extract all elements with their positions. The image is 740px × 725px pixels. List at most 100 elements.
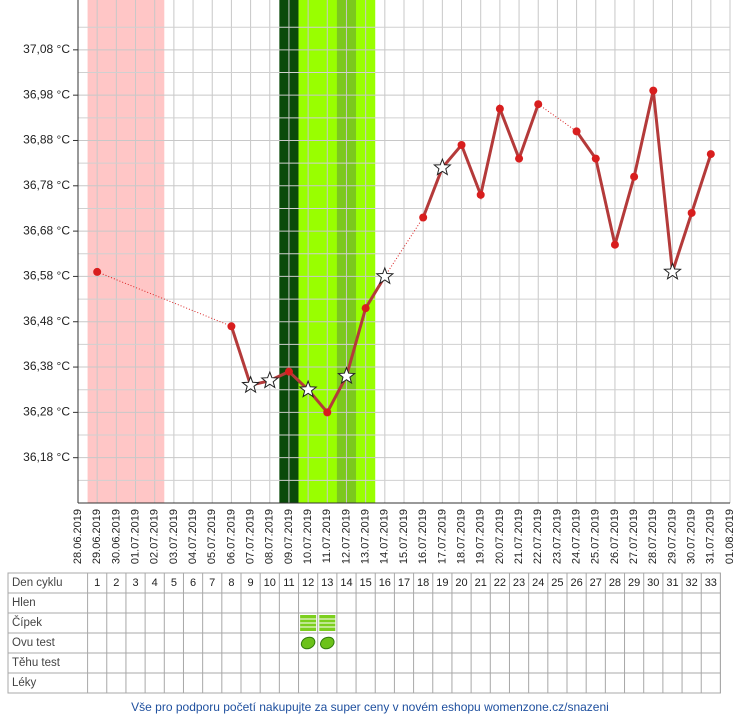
row-label: Den cyklu	[12, 577, 63, 589]
x-tick-label: 13.07.2019	[360, 509, 372, 564]
data-point	[361, 304, 370, 313]
star-point	[260, 370, 280, 389]
row-label: Ovu test	[12, 637, 56, 649]
table-row	[7, 592, 721, 614]
data-point	[706, 150, 715, 159]
cycle-day: 30	[647, 577, 659, 589]
data-point	[687, 208, 696, 217]
data-point	[534, 100, 543, 109]
cycle-day: 6	[190, 577, 196, 589]
x-tick-label: 02.07.2019	[149, 509, 161, 564]
cycle-day: 31	[666, 577, 678, 589]
cycle-day: 25	[551, 577, 563, 589]
table-row	[7, 672, 721, 694]
x-tick-label: 29.06.2019	[91, 509, 103, 564]
cycle-day: 26	[570, 577, 582, 589]
cycle-day: 2	[113, 577, 119, 589]
cycle-day: 27	[590, 577, 602, 589]
x-tick-label: 09.07.2019	[283, 509, 295, 564]
data-point	[495, 104, 504, 113]
x-tick-label: 28.06.2019	[72, 509, 84, 564]
star-point	[432, 157, 452, 176]
x-tick-label: 31.07.2019	[705, 509, 717, 564]
y-tick-label: 36,58 °C	[23, 269, 70, 283]
x-tick-label: 30.06.2019	[110, 509, 122, 564]
y-tick-label: 36,98 °C	[23, 87, 70, 101]
data-point	[419, 213, 428, 222]
x-tick-label: 01.07.2019	[129, 509, 141, 564]
x-tick-label: 05.07.2019	[206, 509, 218, 564]
x-tick-label: 18.07.2019	[455, 509, 467, 564]
x-tick-label: 25.07.2019	[590, 509, 602, 564]
star-point	[663, 261, 682, 280]
cycle-day: 16	[379, 577, 391, 589]
cycle-day: 13	[321, 577, 333, 589]
cycle-day: 18	[417, 577, 429, 589]
x-tick-label: 15.07.2019	[398, 509, 410, 564]
cycle-day: 15	[360, 577, 372, 589]
x-tick-label: 29.07.2019	[666, 509, 678, 564]
x-tick-label: 10.07.2019	[302, 509, 314, 564]
y-tick-label: 36,28 °C	[23, 405, 70, 419]
table-row	[7, 632, 721, 654]
data-point	[323, 408, 332, 417]
table-row	[7, 652, 721, 674]
gap-connector	[537, 103, 577, 132]
x-tick-label: 01.08.2019	[724, 509, 736, 564]
cycle-day: 19	[436, 577, 448, 589]
cycle-day: 9	[248, 577, 254, 589]
cycle-day: 32	[686, 577, 698, 589]
cycle-day: 1	[94, 577, 100, 589]
data-point	[476, 190, 485, 199]
x-tick-label: 26.07.2019	[609, 509, 621, 564]
y-tick-label: 36,38 °C	[23, 359, 70, 373]
data-point	[227, 322, 236, 331]
cycle-day: 10	[264, 577, 276, 589]
row-label: Čípek	[12, 616, 42, 629]
row-label: Hlen	[12, 597, 36, 609]
x-tick-label: 28.07.2019	[647, 509, 659, 564]
cycle-day: 23	[513, 577, 525, 589]
cycle-day: 22	[494, 577, 506, 589]
cycle-day: 33	[705, 577, 717, 589]
cycle-day: 21	[475, 577, 487, 589]
gap-connector	[96, 271, 232, 327]
y-tick-label: 36,68 °C	[23, 223, 70, 237]
footer-link[interactable]: Vše pro podporu početí nakupujte za supe…	[131, 700, 609, 714]
star-point	[298, 379, 318, 398]
data-point	[572, 127, 581, 136]
data-point	[610, 240, 619, 249]
x-tick-label: 17.07.2019	[436, 509, 448, 564]
y-tick-label: 36,48 °C	[23, 314, 70, 328]
cycle-day: 20	[455, 577, 467, 589]
x-tick-label: 06.07.2019	[225, 509, 237, 564]
x-tick-label: 03.07.2019	[168, 509, 180, 564]
x-tick-label: 08.07.2019	[264, 509, 276, 564]
cycle-day: 24	[532, 577, 544, 589]
x-tick-label: 20.07.2019	[494, 509, 506, 564]
row-label: Těhu test	[12, 657, 61, 669]
data-point	[649, 86, 658, 95]
cycle-day: 7	[209, 577, 215, 589]
cycle-day: 28	[609, 577, 621, 589]
cycle-day: 11	[283, 577, 294, 589]
cycle-day: 29	[628, 577, 640, 589]
phase-band	[87, 0, 165, 503]
data-point	[457, 141, 466, 150]
x-tick-label: 16.07.2019	[417, 509, 429, 564]
data-point	[93, 267, 102, 276]
cycle-day: 12	[302, 577, 314, 589]
x-tick-label: 24.07.2019	[570, 509, 582, 564]
cycle-day: 5	[171, 577, 177, 589]
data-point	[515, 154, 524, 163]
table-row	[7, 612, 721, 634]
cycle-day: 17	[398, 577, 410, 589]
x-tick-label: 11.07.2019	[321, 509, 333, 563]
cycle-day: 3	[132, 577, 138, 589]
x-tick-label: 07.07.2019	[244, 509, 256, 564]
x-tick-label: 14.07.2019	[379, 509, 391, 564]
x-tick-label: 23.07.2019	[551, 509, 563, 564]
ovu-test-icon	[320, 636, 335, 650]
